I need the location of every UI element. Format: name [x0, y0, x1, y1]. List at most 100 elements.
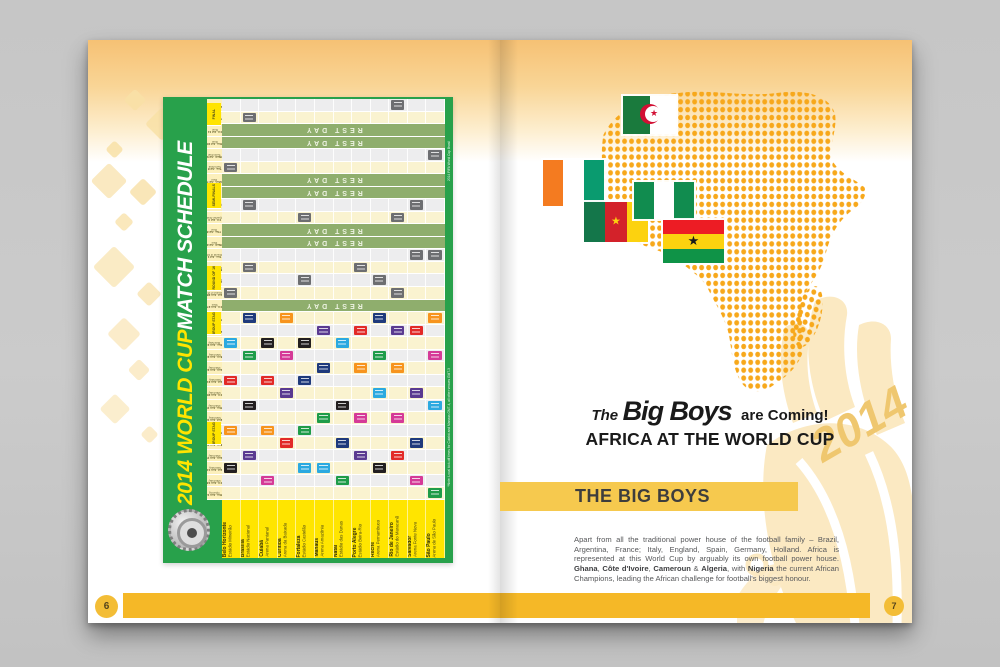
civ-green-stripe — [583, 160, 604, 206]
venue-text: Cuiabá Arena Pantanal — [259, 527, 270, 557]
flag-algeria: ★ — [623, 96, 676, 134]
schedule-row — [222, 249, 445, 262]
grid-slot — [334, 399, 353, 412]
grid-slot — [259, 437, 278, 449]
grid-slot — [389, 474, 408, 487]
date-label: Tue, Jun 24 Matchday — [207, 337, 222, 350]
date-label-tag: Matchday — [208, 390, 221, 394]
grid-slot — [334, 211, 353, 224]
match-cell — [261, 375, 275, 386]
grid-slot — [389, 424, 408, 437]
grid-slot — [371, 487, 390, 499]
date-label-text: Fri, Jul 4 Quarter-final — [207, 215, 222, 221]
venue-cell: Salvador Arena Fonte Nova — [408, 500, 427, 558]
match-cell — [372, 313, 386, 323]
schedule-row — [222, 199, 445, 212]
venue-cell: Recife Arena Pernambuco — [371, 500, 390, 558]
match-cell — [409, 250, 423, 260]
match-cell — [354, 363, 368, 373]
grid-slot — [241, 399, 260, 412]
grid-slot — [389, 211, 408, 224]
grid-slot — [296, 362, 315, 374]
grid-slot — [241, 286, 260, 299]
match-cell — [354, 450, 368, 461]
grid-slot — [352, 449, 371, 462]
grid-slot — [371, 337, 390, 349]
grid-slot — [334, 161, 353, 174]
paragraph-segment: , — [597, 563, 603, 573]
poster-kickoff-note-text: *Note: Local kick-off times for Cuiabá a… — [446, 367, 451, 487]
date-label-text: Fri, Jun 20 Matchday — [207, 390, 222, 397]
grid-slot — [352, 111, 371, 124]
grid-slot — [352, 387, 371, 399]
stage-label-chip: FINAL — [207, 103, 221, 126]
grid-slot — [334, 424, 353, 437]
grid-slot — [296, 424, 315, 437]
decor-cube — [140, 425, 159, 444]
grid-slot — [241, 437, 260, 449]
grid-slot — [426, 99, 445, 111]
grid-slot — [241, 211, 260, 224]
grid-slot — [426, 312, 445, 324]
match-cell — [391, 287, 405, 298]
match-cell — [242, 350, 256, 361]
grid-slot — [334, 337, 353, 349]
nigeria-green-stripe-right — [674, 182, 694, 219]
grid-slot — [408, 449, 427, 462]
date-label: Sun, Jun 22Matchday — [207, 362, 222, 375]
venue-text: Manaus Arena Amazônia — [315, 525, 325, 557]
grid-slot — [278, 387, 297, 399]
date-label: Tue, Jul 1 Round of 16 — [207, 249, 222, 262]
match-cell — [316, 463, 330, 473]
schedule-row — [222, 487, 445, 500]
grid-slot — [352, 149, 371, 161]
grid-slot — [371, 99, 390, 111]
grid-slot — [426, 362, 445, 374]
section-banner: THE BIG BOYS — [500, 482, 798, 511]
cameroon-red-stripe: ★ — [605, 202, 627, 242]
match-cell — [335, 438, 349, 448]
date-label: Wed, Jul 2 Rest — [207, 236, 222, 250]
grid-slot — [296, 337, 315, 349]
grid-slot — [352, 211, 371, 224]
grid-slot — [389, 337, 408, 349]
paragraph-segment: , — [648, 563, 654, 573]
grid-slot — [259, 474, 278, 487]
grid-slot — [371, 374, 390, 387]
grid-slot — [352, 286, 371, 299]
grid-slot — [241, 274, 260, 286]
schedule-row — [222, 474, 445, 488]
grid-slot — [408, 374, 427, 387]
grid-slot — [426, 161, 445, 174]
grid-slot — [408, 274, 427, 286]
date-label-text: Fri, Jun 27 Rest — [207, 302, 222, 309]
match-cell — [279, 350, 293, 361]
grid-slot — [352, 349, 371, 362]
grid-slot — [259, 462, 278, 474]
grid-slot — [334, 462, 353, 474]
grid-slot — [259, 487, 278, 499]
match-cell — [242, 200, 256, 210]
match-cell — [298, 425, 312, 436]
grid-slot — [315, 374, 334, 387]
grid-slot — [241, 387, 260, 399]
match-cell — [316, 325, 330, 336]
grid-slot — [296, 374, 315, 387]
stage-label-text: ROUND OF 16 — [212, 266, 216, 290]
grid-slot — [389, 149, 408, 161]
grid-slot — [278, 374, 297, 387]
grid-slot — [278, 349, 297, 362]
grid-slot — [389, 261, 408, 274]
schedule-row — [222, 99, 445, 112]
grid-slot — [241, 424, 260, 437]
match-cell — [242, 262, 256, 273]
date-label: Wed, Jul 9 Semi-final — [207, 149, 222, 162]
grid-slot — [222, 99, 241, 111]
date-label-tag: Matchday — [208, 340, 221, 344]
grid-slot — [315, 399, 334, 412]
match-cell — [316, 413, 330, 423]
grid-slot — [222, 399, 241, 412]
venue-cell: Brasília Estádio Nacional — [241, 500, 260, 558]
schedule-row — [222, 437, 445, 450]
grid-slot — [371, 324, 390, 337]
